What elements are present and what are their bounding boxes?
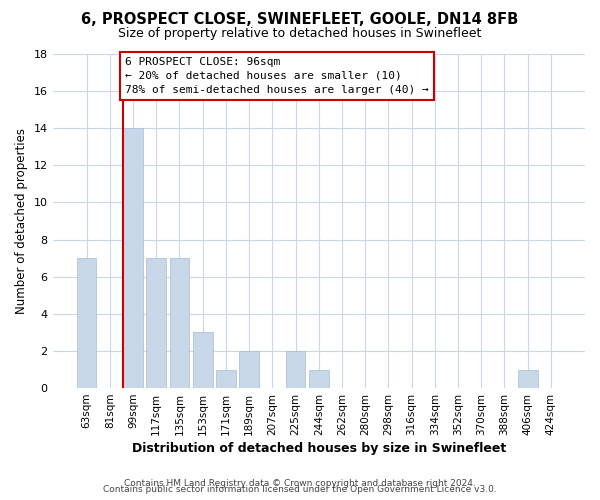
Text: 6 PROSPECT CLOSE: 96sqm
← 20% of detached houses are smaller (10)
78% of semi-de: 6 PROSPECT CLOSE: 96sqm ← 20% of detache…: [125, 57, 429, 95]
Bar: [193, 332, 212, 388]
Text: Size of property relative to detached houses in Swinefleet: Size of property relative to detached ho…: [118, 28, 482, 40]
Bar: [518, 370, 538, 388]
Bar: [146, 258, 166, 388]
Text: Contains HM Land Registry data © Crown copyright and database right 2024.: Contains HM Land Registry data © Crown c…: [124, 478, 476, 488]
Y-axis label: Number of detached properties: Number of detached properties: [15, 128, 28, 314]
Bar: [77, 258, 97, 388]
Text: 6, PROSPECT CLOSE, SWINEFLEET, GOOLE, DN14 8FB: 6, PROSPECT CLOSE, SWINEFLEET, GOOLE, DN…: [82, 12, 518, 28]
Bar: [239, 351, 259, 388]
Bar: [286, 351, 305, 388]
Bar: [170, 258, 190, 388]
Text: Contains public sector information licensed under the Open Government Licence v3: Contains public sector information licen…: [103, 485, 497, 494]
Bar: [309, 370, 329, 388]
Bar: [216, 370, 236, 388]
Bar: [123, 128, 143, 388]
X-axis label: Distribution of detached houses by size in Swinefleet: Distribution of detached houses by size …: [131, 442, 506, 455]
